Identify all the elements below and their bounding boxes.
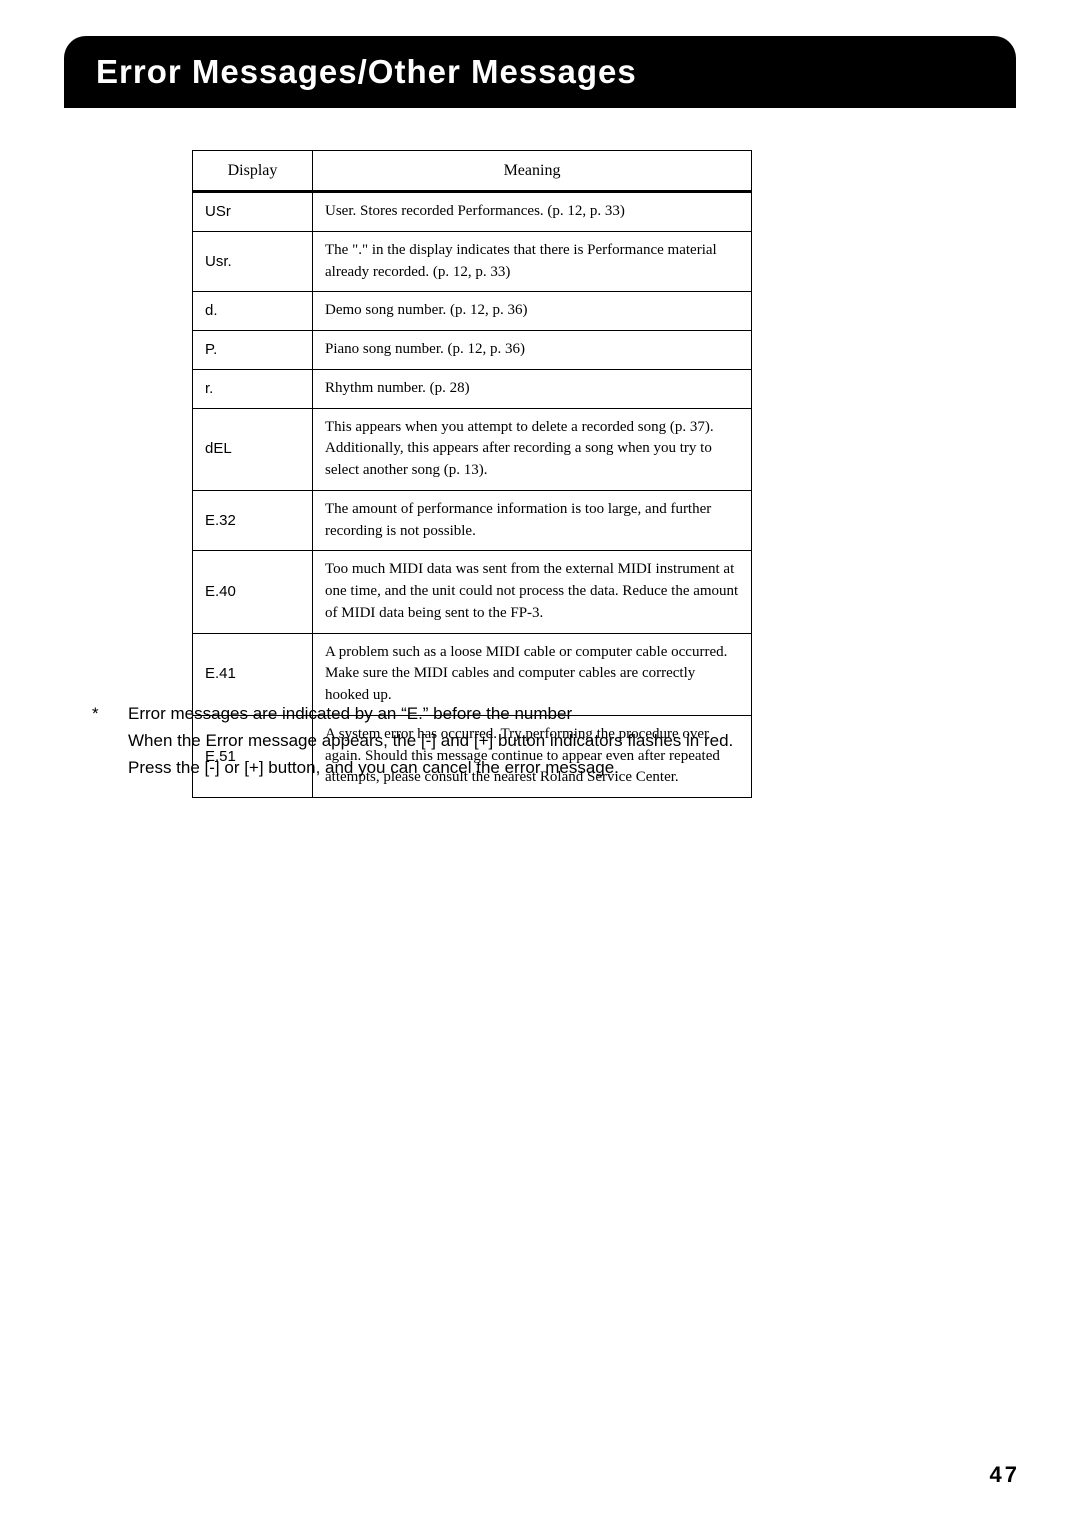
table-row: USrUser. Stores recorded Performances. (… [193, 192, 752, 232]
table-row: Usr.The "." in the display indicates tha… [193, 231, 752, 292]
col-header-meaning: Meaning [313, 151, 752, 192]
cell-meaning: Piano song number. (p. 12, p. 36) [313, 331, 752, 370]
col-header-display: Display [193, 151, 313, 192]
cell-display: dEL [193, 408, 313, 490]
cell-meaning: Demo song number. (p. 12, p. 36) [313, 292, 752, 331]
page-number: 47 [990, 1462, 1020, 1488]
page-title: Error Messages/Other Messages [96, 53, 637, 91]
cell-meaning: The amount of performance information is… [313, 490, 752, 551]
table-header-row: Display Meaning [193, 151, 752, 192]
cell-display: Usr. [193, 231, 313, 292]
cell-meaning: Rhythm number. (p. 28) [313, 369, 752, 408]
cell-display: P. [193, 331, 313, 370]
footnote-line-1: *Error messages are indicated by an “E.”… [110, 700, 930, 727]
footnote-line-2: When the Error message appears, the [-] … [110, 727, 930, 754]
footnote-line-3: Press the [-] or [+] button, and you can… [110, 754, 930, 781]
cell-display: E.32 [193, 490, 313, 551]
table-row: dELThis appears when you attempt to dele… [193, 408, 752, 490]
table-row: P.Piano song number. (p. 12, p. 36) [193, 331, 752, 370]
cell-display: r. [193, 369, 313, 408]
cell-meaning: This appears when you attempt to delete … [313, 408, 752, 490]
table-row: r.Rhythm number. (p. 28) [193, 369, 752, 408]
table-row: d.Demo song number. (p. 12, p. 36) [193, 292, 752, 331]
footnote-block: *Error messages are indicated by an “E.”… [110, 700, 930, 782]
cell-meaning: The "." in the display indicates that th… [313, 231, 752, 292]
cell-display: E.40 [193, 551, 313, 633]
cell-display: d. [193, 292, 313, 331]
table-row: E.32The amount of performance informatio… [193, 490, 752, 551]
footnote-text: Error messages are indicated by an “E.” … [128, 704, 572, 723]
header-bar: Error Messages/Other Messages [64, 36, 1016, 108]
cell-meaning: Too much MIDI data was sent from the ext… [313, 551, 752, 633]
cell-display: USr [193, 192, 313, 232]
table-row: E.40Too much MIDI data was sent from the… [193, 551, 752, 633]
cell-meaning: User. Stores recorded Performances. (p. … [313, 192, 752, 232]
